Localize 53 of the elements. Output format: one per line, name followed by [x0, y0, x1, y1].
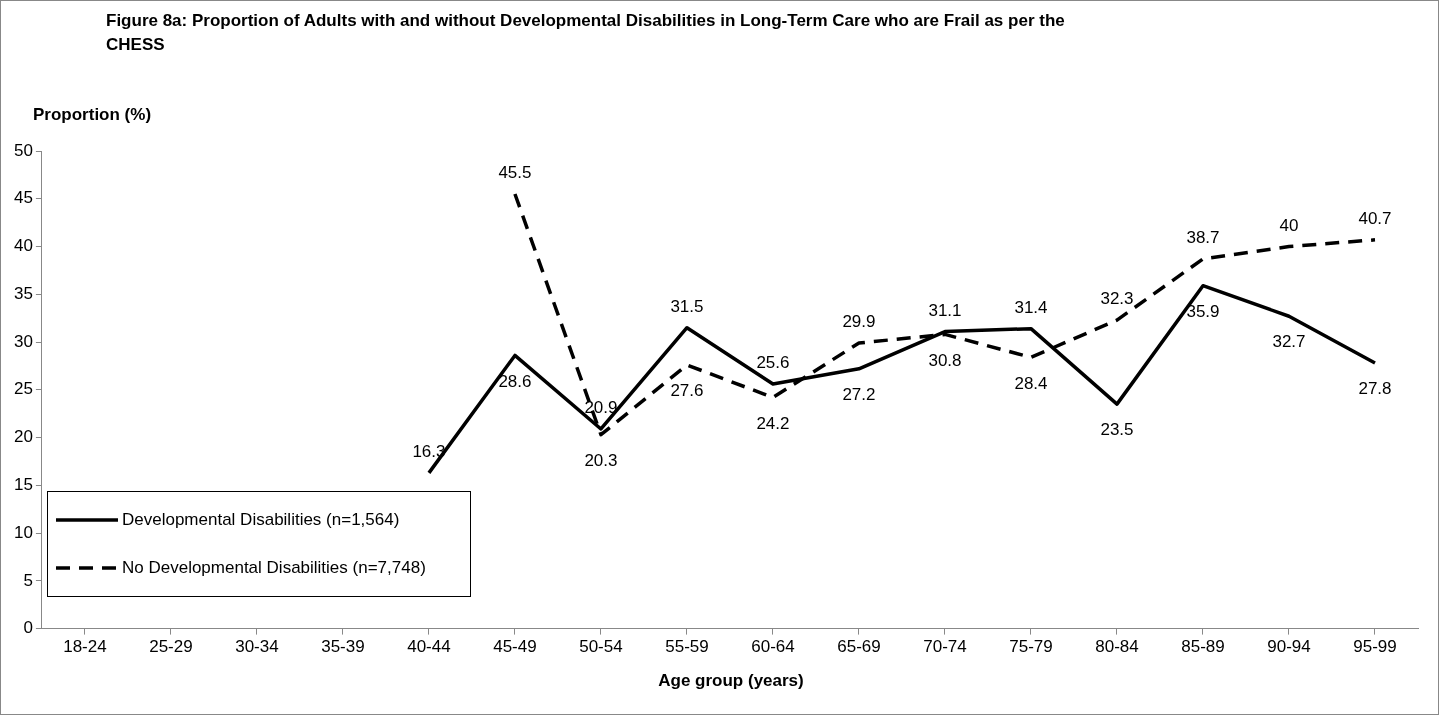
x-tick-label: 65-69: [837, 637, 881, 657]
data-label: 27.6: [670, 381, 704, 401]
x-tick-label: 45-49: [493, 637, 537, 657]
x-tick-label: 70-74: [923, 637, 967, 657]
x-tick-label: 75-79: [1009, 637, 1053, 657]
data-label: 30.8: [928, 350, 962, 370]
data-label: 28.6: [498, 371, 532, 391]
y-tick-label: 5: [23, 570, 33, 590]
x-tick-label: 90-94: [1267, 637, 1311, 657]
x-tick-label: 40-44: [407, 637, 451, 657]
y-tick-label: 0: [23, 618, 33, 638]
y-tick-label: 25: [13, 379, 33, 399]
data-label: 31.5: [670, 296, 704, 316]
data-label: 29.9: [842, 312, 876, 332]
data-label: 23.5: [1100, 420, 1134, 440]
x-tick-label: 85-89: [1181, 637, 1225, 657]
y-tick-label: 40: [13, 236, 33, 256]
data-label: 24.2: [756, 413, 790, 433]
y-tick-label: 35: [13, 283, 33, 303]
data-label: 27.8: [1358, 379, 1392, 399]
y-tick-label: 10: [13, 522, 33, 542]
data-label: 27.2: [842, 384, 876, 404]
x-tick-label: 55-59: [665, 637, 709, 657]
y-tick-label: 15: [13, 475, 33, 495]
data-label: 40.7: [1358, 209, 1392, 229]
x-tick-label: 18-24: [63, 637, 107, 657]
data-label: 31.1: [928, 300, 962, 320]
data-label: 25.6: [756, 353, 790, 373]
y-tick-label: 50: [13, 140, 33, 160]
x-tick-label: 25-29: [149, 637, 193, 657]
data-label: 20.3: [584, 450, 618, 470]
y-axis-title: Proportion (%): [33, 105, 152, 125]
data-label: 32.7: [1272, 332, 1306, 352]
x-axis-title: Age group (years): [657, 671, 805, 691]
x-tick-label: 30-34: [235, 637, 279, 657]
data-label: 38.7: [1186, 228, 1220, 248]
y-tick-label: 30: [13, 331, 33, 351]
y-tick-label: 20: [13, 427, 33, 447]
x-tick-label: 80-84: [1095, 637, 1139, 657]
legend-label: Developmental Disabilities (n=1,564): [122, 510, 400, 530]
data-label: 31.4: [1014, 297, 1048, 317]
data-label: 45.5: [498, 163, 532, 183]
x-tick-label: 35-39: [321, 637, 365, 657]
data-label: 32.3: [1100, 289, 1134, 309]
data-label: 28.4: [1014, 373, 1048, 393]
data-label: 35.9: [1186, 301, 1220, 321]
data-label: 40: [1279, 215, 1299, 235]
legend-label: No Developmental Disabilities (n=7,748): [122, 558, 426, 578]
y-tick-label: 45: [13, 188, 33, 208]
x-tick-label: 60-64: [751, 637, 795, 657]
chart-title: Figure 8a: Proportion of Adults with and without Developmental Disabilities in Long-Term Care who are Frail as per the CHESS: [106, 10, 1066, 56]
x-tick-label: 50-54: [579, 637, 623, 657]
x-tick-label: 95-99: [1353, 637, 1397, 657]
